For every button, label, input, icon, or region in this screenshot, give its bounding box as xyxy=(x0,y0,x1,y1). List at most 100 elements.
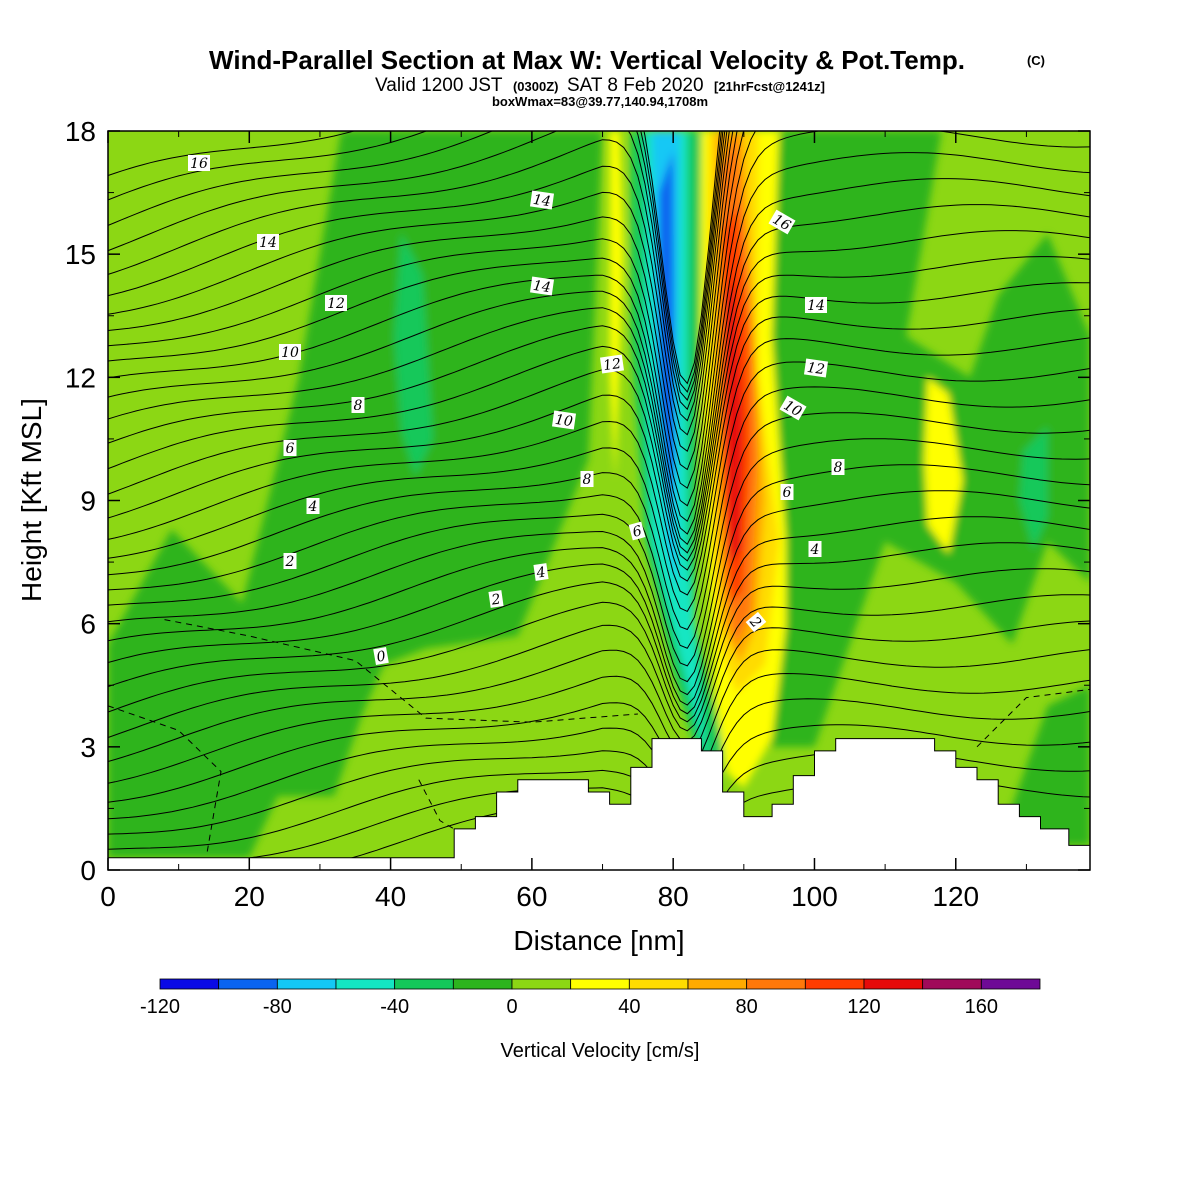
field-weak-sinking-right xyxy=(743,131,1090,747)
theta-contour-line xyxy=(108,438,1090,683)
y-tick-label: 6 xyxy=(80,609,96,640)
chart-title: Wind-Parallel Section at Max W: Vertical… xyxy=(209,45,965,75)
contour-label: 12 xyxy=(599,354,625,374)
colorbar-tick-label: 40 xyxy=(618,996,640,1018)
dashed-contour-line xyxy=(108,705,222,854)
svg-text:0: 0 xyxy=(375,648,387,665)
y-tick-label: 15 xyxy=(65,239,96,270)
x-tick-label: 0 xyxy=(100,881,116,912)
dashed-contour-line xyxy=(418,779,462,834)
field-sinking-cell-left xyxy=(394,233,433,476)
theta-contour-line xyxy=(108,131,726,411)
contour-label: 6 xyxy=(283,440,297,457)
colorbar-swatch xyxy=(394,978,454,990)
svg-text:8: 8 xyxy=(583,472,592,488)
colorbar-tick-label: 0 xyxy=(506,996,517,1018)
theta-contour-line xyxy=(108,131,722,393)
svg-text:12: 12 xyxy=(602,356,622,374)
svg-text:2: 2 xyxy=(285,554,295,570)
colorbar-swatch xyxy=(628,978,689,990)
x-tick-label: 20 xyxy=(234,881,265,912)
svg-text:10: 10 xyxy=(781,397,805,420)
theta-contour-line xyxy=(108,131,728,422)
contour-label: 10 xyxy=(779,395,807,421)
theta-contour-line xyxy=(108,131,724,401)
theta-contour-line xyxy=(108,131,745,489)
svg-text:8: 8 xyxy=(834,460,843,476)
theta-contour-line xyxy=(108,131,734,453)
contour-label: 2 xyxy=(488,590,504,609)
contour-label: 0 xyxy=(373,646,389,666)
svg-text:12: 12 xyxy=(327,296,345,312)
valid-utc: (0300Z) xyxy=(513,79,559,94)
svg-text:16: 16 xyxy=(770,211,794,234)
contour-label: 6 xyxy=(628,521,646,541)
theta-contour-line xyxy=(108,490,1090,706)
colorbar-tick-label: 120 xyxy=(847,996,880,1018)
colorbar-tick-label: 80 xyxy=(736,996,758,1018)
colorbar-swatch xyxy=(511,978,572,990)
contour-label: 10 xyxy=(551,410,577,430)
x-tick-label: 60 xyxy=(516,881,547,912)
theta-contour-line xyxy=(108,308,1090,596)
theta-contour-line xyxy=(108,256,1090,571)
svg-text:4: 4 xyxy=(810,542,820,558)
valid-date: SAT 8 Feb 2020 xyxy=(567,75,704,96)
svg-text:4: 4 xyxy=(308,499,318,515)
x-tick-label: 120 xyxy=(932,881,979,912)
colorbar-swatch xyxy=(218,978,278,990)
colorbar-swatch xyxy=(335,978,396,990)
y-tick-label: 3 xyxy=(80,732,96,763)
contour-label: 14 xyxy=(529,276,555,296)
valid-line: Valid 1200 JST (0300Z) SAT 8 Feb 2020 [2… xyxy=(375,75,825,96)
contour-label: 2 xyxy=(283,553,297,570)
velocity-field xyxy=(108,131,1090,858)
theta-contour-line xyxy=(108,337,1090,613)
terrain-mask xyxy=(108,738,1090,870)
theta-contour-line xyxy=(108,542,1090,723)
theta-contour-line xyxy=(108,594,1090,762)
theta-contour-line xyxy=(108,131,1090,522)
theta-contour-line xyxy=(108,516,1090,715)
colorbar-swatch xyxy=(452,978,513,990)
svg-text:14: 14 xyxy=(259,235,277,251)
contour-label: 12 xyxy=(325,295,347,312)
theta-contour-line xyxy=(108,672,1090,820)
svg-text:6: 6 xyxy=(631,523,644,541)
contour-label: 14 xyxy=(529,190,555,210)
contour-label: 4 xyxy=(533,563,549,582)
colorbar-swatch xyxy=(746,978,806,990)
x-axis-label: Distance [nm] xyxy=(513,925,684,956)
x-tick-label: 40 xyxy=(375,881,406,912)
valid-prefix: Valid 1200 JST xyxy=(375,75,503,96)
svg-text:10: 10 xyxy=(281,345,299,361)
colorbar-tick-label: -40 xyxy=(380,996,409,1018)
colorbar-tick-label: -80 xyxy=(263,996,292,1018)
contour-label: 4 xyxy=(306,498,320,515)
contour-label: 8 xyxy=(580,471,594,488)
svg-text:6: 6 xyxy=(783,485,792,501)
contour-label: 10 xyxy=(279,344,301,361)
theta-contour-line xyxy=(108,178,1090,546)
theta-contour-line xyxy=(108,230,1090,562)
theta-contour-line xyxy=(108,649,1090,803)
y-axis-label: Height [Kft MSL] xyxy=(16,398,47,602)
contour-label: 4 xyxy=(808,541,822,558)
theta-contour-line xyxy=(108,464,1090,696)
theta-contour-line xyxy=(108,204,1090,554)
dashed-contour-line xyxy=(976,688,1090,748)
forecast-info: [21hrFcst@1241z] xyxy=(714,79,825,94)
theta-contour-line xyxy=(108,361,1090,631)
theta-contour-line xyxy=(108,724,1090,850)
svg-text:16: 16 xyxy=(190,156,208,172)
colorbar-swatch xyxy=(863,978,924,990)
colorbar-swatch xyxy=(804,978,865,990)
theta-contour-line xyxy=(108,282,1090,582)
svg-text:4: 4 xyxy=(535,564,547,581)
svg-text:12: 12 xyxy=(806,360,826,378)
theta-contour-line xyxy=(108,412,1090,667)
svg-text:8: 8 xyxy=(354,398,363,414)
svg-text:10: 10 xyxy=(554,412,574,430)
